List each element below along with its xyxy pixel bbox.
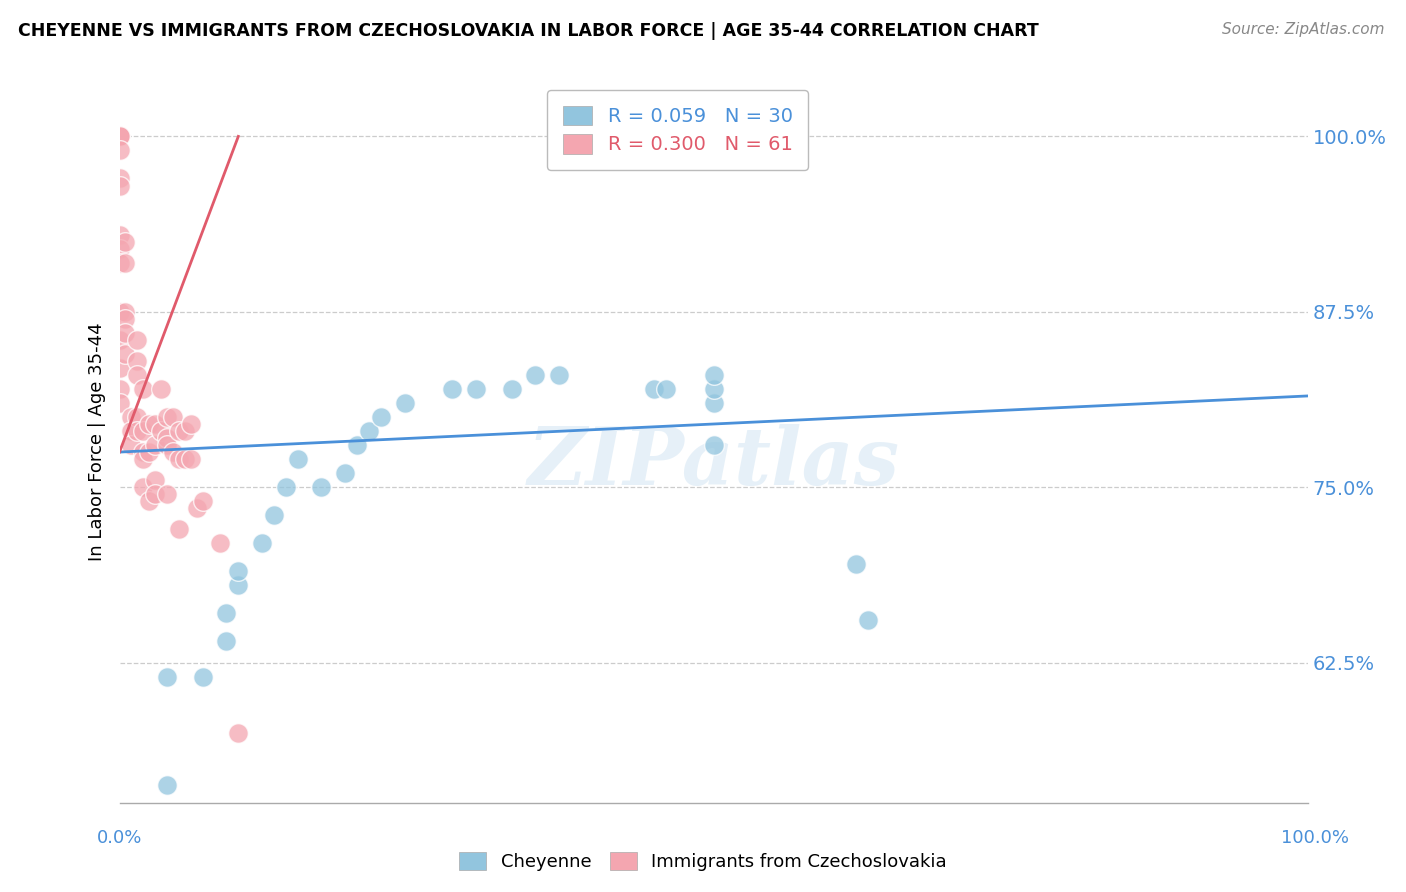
Point — [501, 382, 523, 396]
Point — [703, 368, 725, 382]
Point — [108, 129, 131, 144]
Legend: R = 0.059   N = 30, R = 0.300   N = 61: R = 0.059 N = 30, R = 0.300 N = 61 — [547, 90, 808, 170]
Point — [114, 326, 136, 340]
Point — [114, 255, 136, 269]
Point — [143, 473, 166, 487]
Point — [114, 311, 136, 326]
Point — [132, 382, 155, 396]
Point — [162, 409, 184, 424]
Point — [108, 171, 131, 186]
Point — [287, 452, 309, 467]
Point — [143, 438, 166, 452]
Point — [464, 382, 488, 396]
Point — [156, 778, 179, 792]
Text: Source: ZipAtlas.com: Source: ZipAtlas.com — [1222, 22, 1385, 37]
Point — [186, 501, 208, 516]
Y-axis label: In Labor Force | Age 35-44: In Labor Force | Age 35-44 — [87, 322, 105, 561]
Point — [370, 409, 392, 424]
Point — [156, 669, 179, 683]
Point — [143, 417, 166, 431]
Point — [357, 424, 380, 438]
Point — [120, 409, 142, 424]
Point — [120, 424, 142, 438]
Point — [127, 333, 149, 347]
Point — [215, 634, 238, 648]
Point — [127, 368, 149, 382]
Point — [127, 424, 149, 438]
Point — [191, 494, 214, 508]
Text: 0.0%: 0.0% — [97, 829, 142, 847]
Point — [703, 438, 725, 452]
Text: 100.0%: 100.0% — [1281, 829, 1348, 847]
Point — [228, 578, 250, 592]
Point — [180, 452, 202, 467]
Point — [167, 424, 190, 438]
Point — [173, 424, 195, 438]
Point — [703, 382, 725, 396]
Point — [548, 368, 571, 382]
Point — [856, 614, 879, 628]
Point — [156, 487, 179, 501]
Point — [250, 536, 273, 550]
Point — [138, 445, 160, 459]
Point — [127, 409, 149, 424]
Point — [162, 445, 184, 459]
Point — [209, 536, 232, 550]
Point — [143, 487, 166, 501]
Point — [150, 382, 173, 396]
Point — [127, 354, 149, 368]
Point — [132, 452, 155, 467]
Point — [156, 438, 179, 452]
Point — [394, 396, 416, 410]
Point — [180, 417, 202, 431]
Point — [156, 431, 179, 445]
Point — [167, 452, 190, 467]
Point — [228, 564, 250, 578]
Point — [441, 382, 464, 396]
Point — [108, 129, 131, 144]
Legend: Cheyenne, Immigrants from Czechoslovakia: Cheyenne, Immigrants from Czechoslovakia — [453, 845, 953, 879]
Point — [703, 396, 725, 410]
Point — [108, 129, 131, 144]
Point — [108, 227, 131, 242]
Point — [274, 480, 297, 494]
Point — [643, 382, 665, 396]
Point — [173, 452, 195, 467]
Point — [167, 522, 190, 536]
Point — [114, 235, 136, 249]
Point — [108, 242, 131, 256]
Point — [108, 178, 131, 193]
Point — [120, 438, 142, 452]
Point — [108, 129, 131, 144]
Point — [215, 607, 238, 621]
Point — [108, 305, 131, 319]
Point — [138, 494, 160, 508]
Point — [311, 480, 333, 494]
Point — [150, 424, 173, 438]
Point — [845, 558, 868, 572]
Point — [156, 409, 179, 424]
Point — [655, 382, 678, 396]
Point — [114, 347, 136, 361]
Point — [524, 368, 547, 382]
Point — [138, 417, 160, 431]
Point — [108, 144, 131, 158]
Text: ZIPatlas: ZIPatlas — [527, 425, 900, 502]
Point — [108, 129, 131, 144]
Point — [346, 438, 368, 452]
Point — [132, 424, 155, 438]
Point — [108, 396, 131, 410]
Point — [228, 725, 250, 739]
Point — [114, 305, 136, 319]
Point — [132, 480, 155, 494]
Point — [132, 445, 155, 459]
Point — [108, 333, 131, 347]
Point — [335, 466, 357, 480]
Text: CHEYENNE VS IMMIGRANTS FROM CZECHOSLOVAKIA IN LABOR FORCE | AGE 35-44 CORRELATIO: CHEYENNE VS IMMIGRANTS FROM CZECHOSLOVAK… — [18, 22, 1039, 40]
Point — [263, 508, 285, 523]
Point — [108, 255, 131, 269]
Point — [108, 360, 131, 375]
Point — [108, 382, 131, 396]
Point — [191, 669, 214, 683]
